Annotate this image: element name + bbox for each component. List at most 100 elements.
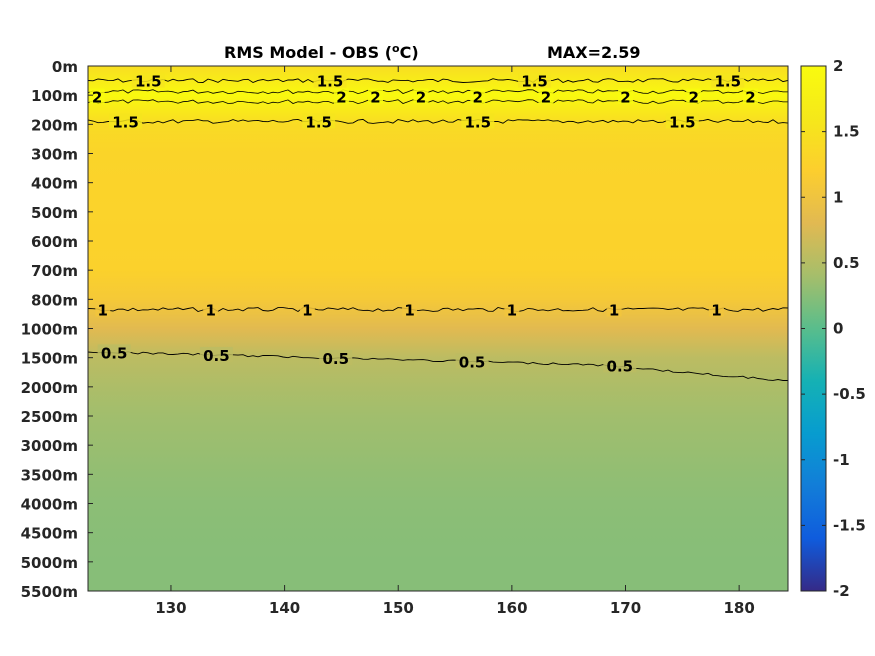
contour-label-bg	[199, 346, 233, 362]
y-tick-label: 400m	[31, 175, 78, 193]
contour-label: 1.5	[135, 73, 162, 91]
y-tick-label: 1500m	[21, 350, 78, 368]
contour-label: 1	[404, 302, 414, 320]
y-tick-label: 2500m	[21, 408, 78, 426]
x-axis: 130 140 150 160 170 180	[155, 66, 755, 617]
contour-line	[87, 78, 789, 84]
contour-label-bg	[504, 301, 520, 317]
x-tick-label: 140	[269, 599, 300, 617]
y-tick-label: 4500m	[21, 525, 78, 543]
y-tick-label: 300m	[31, 146, 78, 164]
contour-label-bg	[603, 357, 637, 373]
y-tick-label: 5500m	[21, 583, 78, 601]
contour-label: 1	[302, 302, 312, 320]
contour-label-bg	[333, 88, 349, 104]
y-tick-label: 0m	[52, 58, 78, 76]
contour-label-bg	[95, 301, 111, 317]
x-tick-label: 170	[610, 599, 641, 617]
contour-label: 0.5	[322, 350, 349, 368]
contour-label: 0.5	[459, 354, 486, 372]
y-tick-label: 5000m	[21, 554, 78, 572]
contour-label-bg	[368, 88, 383, 104]
contour-label-bg	[470, 88, 486, 104]
contour-label-bg	[319, 350, 353, 366]
y-tick-label: 1000m	[21, 321, 78, 339]
y-tick-label: 700m	[31, 262, 78, 280]
contour-label: 1.5	[669, 113, 696, 131]
y-tick-label: 3500m	[21, 466, 78, 484]
contour-label: 0.5	[203, 347, 230, 365]
contour-label-bg	[665, 113, 699, 129]
contour-layer: 1.5 1.5 1.5 1.52 2 2 2 2 2 2 2 21.5 1.5 1.5 1.51 1 1 1 1 1 1…	[87, 72, 789, 381]
x-tick-label: 150	[383, 599, 414, 617]
contour-label-bg	[743, 88, 758, 104]
contour-label: 1.5	[305, 113, 332, 131]
x-tick-label: 180	[723, 599, 754, 617]
colorbar-tick-label: 1	[833, 188, 843, 206]
contour-label-bg	[606, 301, 622, 317]
contour-label: 2	[541, 89, 551, 107]
y-tick-label: 2000m	[21, 379, 78, 397]
contour-label: 1.5	[317, 73, 344, 91]
contour-label: 1.5	[464, 113, 491, 131]
contour-label: 2	[92, 89, 102, 107]
y-tick-label: 100m	[31, 87, 78, 105]
contour-label-bg	[402, 301, 418, 317]
contour-label: 1	[98, 302, 108, 320]
colorbar-tick-label: 2	[833, 57, 843, 75]
colorbar-tick-label: -1	[833, 451, 850, 469]
colorbar-ticks: 2 1.5 1 0.5 0 -0.5 -1 -1.5 -2	[801, 57, 866, 600]
contour-label-bg	[461, 113, 495, 129]
rms-field	[88, 66, 788, 591]
contour-label: 2	[620, 89, 630, 107]
contour-label: 0.5	[607, 357, 634, 375]
contour-label: 1.5	[112, 113, 139, 131]
contour-label: 2	[416, 89, 426, 107]
contour-label: 2	[370, 89, 380, 107]
contour-label-bg	[302, 113, 336, 129]
y-tick-label: 500m	[31, 204, 78, 222]
contour-label-bg	[618, 88, 633, 104]
contour-label: 1	[507, 302, 517, 320]
contour-label-bg	[203, 301, 219, 317]
x-tick-label: 130	[155, 599, 186, 617]
contour-label: 2	[336, 89, 346, 107]
plot-area: 1.5 1.5 1.5 1.52 2 2 2 2 2 2 2 21.5 1.5 1.5 1.51 1 1 1 1 1 1…	[87, 65, 789, 592]
colorbar-tick-label: 0	[833, 320, 843, 338]
contour-label-bg	[686, 88, 702, 104]
y-tick-label: 800m	[31, 291, 78, 309]
contour-label-bg	[413, 88, 429, 104]
y-axis: 0m 100m 200m 300m 400m 500m 600m 700m 800m 1000m 1…	[21, 58, 93, 601]
max-value-label: MAX=2.59	[547, 43, 641, 62]
contour-label: 1.5	[521, 73, 548, 91]
contour-label: 1	[206, 302, 216, 320]
contour-label-bg	[109, 113, 142, 129]
colorbar-tick-label: 0.5	[833, 254, 860, 272]
y-tick-label: 600m	[31, 233, 78, 251]
contour-label-bg	[131, 72, 165, 88]
x-tick-label: 160	[496, 599, 527, 617]
contour-label-bg	[313, 72, 347, 88]
contour-label-bg	[455, 353, 489, 369]
contour-line	[87, 99, 788, 105]
contour-label-bg	[89, 88, 105, 104]
colorbar: 2 1.5 1 0.5 0 -0.5 -1 -1.5 -2	[800, 57, 866, 600]
contour-label: 1	[711, 302, 721, 320]
contour-line	[87, 89, 788, 95]
contour-label-bg	[708, 301, 724, 317]
contour-label: 0.5	[101, 344, 128, 362]
contour-label: 2	[745, 89, 755, 107]
colorbar-tick-label: 1.5	[833, 123, 860, 141]
contour-label: 1.5	[714, 73, 741, 91]
contour-label-bg	[299, 301, 315, 317]
colorbar-tick-label: -0.5	[833, 385, 866, 403]
contour-label-bg	[97, 344, 131, 360]
colorbar-tick-label: -2	[833, 582, 850, 600]
contour-label-bg	[518, 72, 552, 88]
y-tick-label: 4000m	[21, 496, 78, 514]
title-group: RMS Model - OBS (oC) MAX=2.59	[224, 42, 641, 62]
chart-title: RMS Model - OBS (oC)	[224, 42, 419, 62]
contour-label: 1	[609, 302, 619, 320]
y-tick-label: 3000m	[21, 437, 78, 455]
